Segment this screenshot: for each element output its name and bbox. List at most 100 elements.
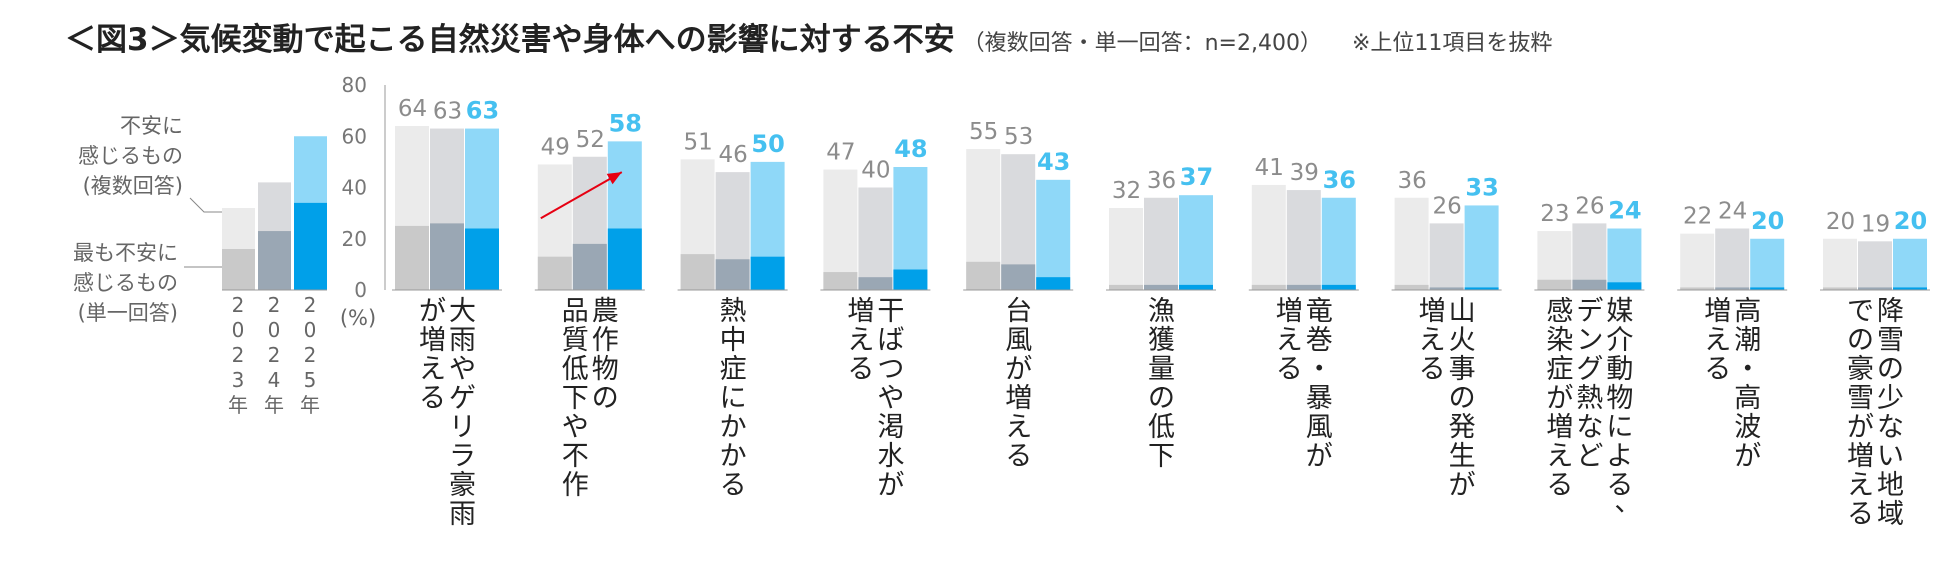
- data-label: 24: [1718, 199, 1747, 225]
- year-label-char: 5: [304, 368, 317, 392]
- bar-single: [1109, 284, 1143, 290]
- category-label-char: 雪: [1877, 325, 1904, 356]
- legend-sample-single-bar: [222, 249, 255, 290]
- bar-single: [1572, 279, 1607, 290]
- category-label-char: ン: [1576, 325, 1603, 356]
- bar-single: [1321, 284, 1356, 290]
- year-label-char: 3: [232, 368, 245, 392]
- data-label: 63: [433, 99, 462, 125]
- category-label-char: 獲: [1148, 325, 1175, 356]
- chart-subtitle: （複数回答・単一回答：n=2,400）: [962, 31, 1322, 56]
- category-label-char: る: [1606, 470, 1633, 501]
- category-label-char: 山: [1449, 296, 1476, 327]
- data-label: 53: [1004, 124, 1033, 150]
- category-label-char: 巻: [1306, 325, 1333, 356]
- data-label: 47: [826, 140, 855, 166]
- bar-single: [430, 223, 464, 290]
- chart-title: ＜図3＞気候変動で起こる自然災害や身体への影響に対する不安: [65, 22, 955, 58]
- data-label: 26: [1432, 193, 1461, 219]
- year-label-char: 年: [264, 393, 284, 417]
- category-label-char: 渇: [877, 412, 904, 443]
- year-label-char: 0: [304, 318, 317, 342]
- category-label-char: 暴: [1306, 383, 1333, 414]
- category-label-char: 潮: [1734, 325, 1761, 356]
- year-label-char: 年: [228, 393, 248, 417]
- data-label: 36: [1323, 166, 1356, 194]
- data-label: 33: [1465, 173, 1498, 201]
- category-label-char: 量: [1148, 354, 1175, 385]
- data-label: 39: [1290, 160, 1319, 186]
- category-label-char: が: [1734, 441, 1761, 472]
- bar-single: [1680, 287, 1715, 290]
- category-label-char: 中: [720, 325, 747, 356]
- category-label-char: 作: [562, 470, 589, 501]
- bar-single: [1858, 287, 1892, 290]
- category-label-char: の: [592, 383, 619, 414]
- data-label: 26: [1575, 193, 1604, 219]
- y-tick-label: 60: [342, 124, 367, 148]
- year-label-char: 2: [304, 343, 317, 367]
- category-label-char: え: [1546, 441, 1573, 472]
- bar-single: [1607, 282, 1642, 290]
- category-label-char: ・: [1734, 354, 1761, 385]
- category-label-char: 降: [1877, 296, 1904, 327]
- category-label-char: よ: [1606, 441, 1633, 472]
- bar-single: [1144, 284, 1178, 290]
- legend-leader-line-multiple: [189, 197, 222, 213]
- bar-multiple: [1321, 197, 1356, 290]
- data-label: 20: [1751, 207, 1784, 235]
- category-label-char: つ: [877, 354, 904, 385]
- category-label-char: 増: [1704, 296, 1731, 327]
- data-label: 36: [1397, 168, 1426, 194]
- category-label-char: で: [1847, 296, 1874, 327]
- category-label-char: の: [1449, 383, 1476, 414]
- category-label-char: 事: [1449, 354, 1476, 385]
- category-label-char: 熱: [720, 296, 747, 327]
- bar-single: [1464, 287, 1499, 290]
- category-label-char: 動: [1606, 354, 1633, 385]
- bar-multiple: [1179, 195, 1213, 290]
- category-label-char: 増: [847, 296, 874, 327]
- category-label-char: 増: [1546, 412, 1573, 443]
- category-label-char: の: [1847, 325, 1874, 356]
- category-label-char: が: [1449, 470, 1476, 501]
- chart-note: ※上位11項目を抜粋: [1351, 31, 1553, 56]
- bar-single: [395, 225, 429, 290]
- data-label: 52: [576, 127, 605, 153]
- category-label-char: 低: [562, 354, 589, 385]
- category-label-char: え: [419, 354, 446, 385]
- category-label-char: グ: [1576, 354, 1603, 385]
- category-label-char: 大: [449, 296, 476, 327]
- category-label-char: る: [1704, 354, 1731, 385]
- category-label-char: ば: [877, 325, 904, 356]
- category-label-char: る: [1276, 354, 1303, 385]
- bar-single: [1036, 277, 1071, 290]
- bar-single: [1750, 287, 1785, 290]
- data-label: 41: [1255, 155, 1284, 181]
- data-label: 23: [1540, 201, 1569, 227]
- data-label: 22: [1683, 204, 1712, 230]
- bar-single: [680, 254, 715, 290]
- category-label-char: え: [1276, 325, 1303, 356]
- bar-multiple: [823, 169, 858, 290]
- bar-single: [465, 228, 499, 290]
- category-label-char: 低: [1148, 412, 1175, 443]
- year-label-char: 4: [268, 368, 281, 392]
- category-label-char: の: [1148, 383, 1175, 414]
- y-tick-label: 80: [342, 73, 367, 97]
- category-label-char: や: [562, 412, 589, 443]
- data-label: 20: [1826, 209, 1855, 235]
- bar-single: [1251, 284, 1286, 290]
- bar-multiple: [1036, 179, 1071, 290]
- year-label-char: 2: [268, 293, 281, 317]
- legend-label-single: (単一回答): [78, 301, 178, 325]
- year-label-char: 2: [304, 293, 317, 317]
- year-label-char: 2: [232, 293, 245, 317]
- year-label-char: 年: [300, 393, 320, 417]
- bar-single: [858, 277, 893, 290]
- data-label: 63: [466, 97, 499, 125]
- category-label-char: る: [419, 383, 446, 414]
- data-label: 40: [861, 158, 890, 184]
- data-label: 51: [683, 129, 712, 155]
- category-label-char: の: [1877, 354, 1904, 385]
